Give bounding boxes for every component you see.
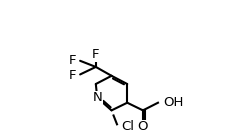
Text: F: F bbox=[69, 54, 76, 67]
Text: OH: OH bbox=[163, 96, 183, 109]
Text: O: O bbox=[137, 120, 147, 133]
Text: Cl: Cl bbox=[121, 120, 134, 133]
Text: N: N bbox=[92, 91, 102, 104]
Text: F: F bbox=[69, 69, 76, 82]
Text: F: F bbox=[92, 48, 100, 62]
Text: O: O bbox=[138, 124, 148, 136]
